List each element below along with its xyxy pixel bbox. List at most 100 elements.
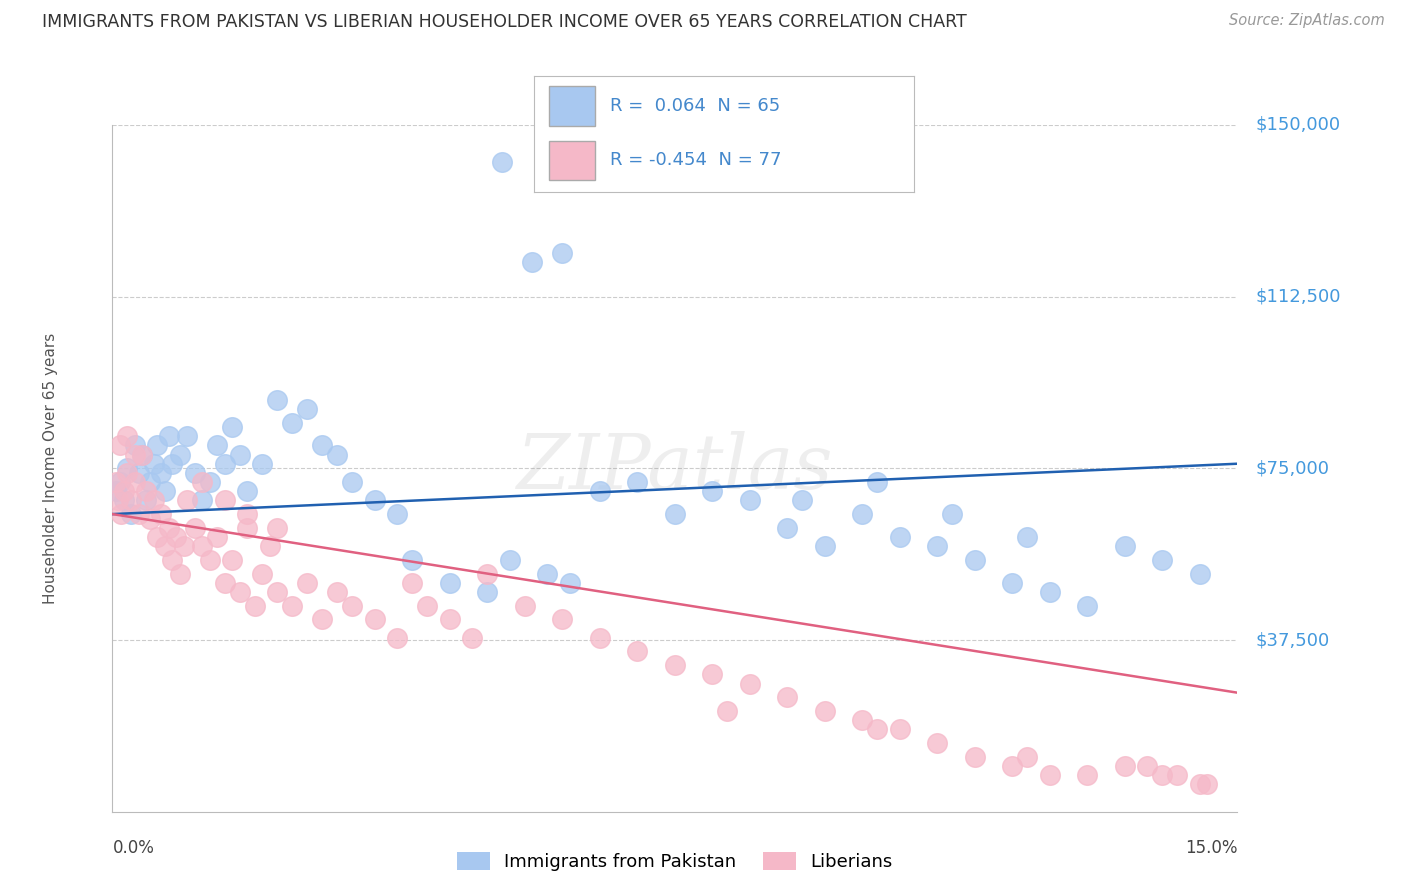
Point: [117, 429, 139, 443]
Point: [120, 507, 142, 521]
Point: [439, 575, 461, 590]
Point: [124, 448, 146, 462]
Point: [626, 644, 648, 658]
Point: [153, 484, 176, 499]
Point: [477, 566, 499, 581]
Point: [401, 553, 423, 567]
Point: [1188, 566, 1211, 581]
Point: [176, 429, 198, 443]
Point: [117, 461, 139, 475]
Point: [124, 438, 146, 452]
Point: [589, 631, 612, 645]
Point: [851, 507, 873, 521]
Point: [107, 493, 129, 508]
Point: [927, 539, 949, 553]
Point: [558, 575, 581, 590]
Point: [176, 493, 198, 508]
Text: $75,000: $75,000: [1256, 459, 1330, 477]
Point: [491, 154, 513, 169]
Point: [124, 475, 146, 489]
Point: [165, 530, 187, 544]
Point: [110, 507, 132, 521]
Point: [536, 566, 558, 581]
Point: [814, 539, 837, 553]
Point: [108, 438, 131, 452]
Point: [229, 585, 252, 599]
Point: [157, 429, 180, 443]
Point: [281, 599, 304, 613]
Point: [738, 493, 761, 508]
Point: [551, 612, 574, 626]
Point: [416, 599, 439, 613]
Point: [184, 466, 207, 480]
Point: [221, 420, 243, 434]
Point: [342, 599, 364, 613]
Point: [889, 723, 911, 737]
Point: [401, 575, 423, 590]
Point: [1197, 777, 1219, 791]
Point: [1039, 585, 1062, 599]
Point: [1076, 768, 1098, 782]
Point: [221, 553, 243, 567]
Point: [851, 713, 873, 727]
Point: [214, 457, 236, 471]
Point: [364, 612, 387, 626]
Point: [461, 631, 484, 645]
Point: [326, 585, 349, 599]
Point: [941, 507, 963, 521]
Point: [184, 521, 207, 535]
Point: [589, 484, 612, 499]
Point: [551, 246, 574, 260]
Point: [198, 553, 221, 567]
Point: [128, 507, 150, 521]
Point: [1076, 599, 1098, 613]
Point: [738, 676, 761, 690]
Point: [146, 438, 169, 452]
Point: [229, 448, 252, 462]
Point: [1114, 539, 1136, 553]
Point: [513, 599, 536, 613]
Point: [1188, 777, 1211, 791]
Point: [191, 539, 214, 553]
Point: [1039, 768, 1062, 782]
Text: $112,500: $112,500: [1256, 287, 1341, 306]
Point: [120, 493, 142, 508]
Point: [191, 475, 214, 489]
Text: $37,500: $37,500: [1256, 631, 1330, 649]
Point: [150, 466, 173, 480]
Point: [281, 416, 304, 430]
Point: [387, 631, 409, 645]
Point: [266, 521, 288, 535]
Point: [131, 448, 153, 462]
Point: [169, 566, 191, 581]
Point: [135, 484, 157, 499]
Text: 0.0%: 0.0%: [112, 839, 155, 857]
Point: [963, 749, 986, 764]
Point: [866, 723, 889, 737]
Point: [1152, 553, 1174, 567]
Point: [1001, 575, 1024, 590]
Point: [716, 704, 738, 718]
Point: [1001, 759, 1024, 773]
Point: [207, 438, 229, 452]
Point: [236, 507, 259, 521]
Point: [162, 457, 184, 471]
Point: [626, 475, 648, 489]
Point: [169, 448, 191, 462]
Point: [311, 612, 333, 626]
Point: [139, 511, 162, 525]
Point: [477, 585, 499, 599]
Point: [214, 493, 236, 508]
Point: [364, 493, 387, 508]
Point: [153, 539, 176, 553]
Point: [162, 553, 184, 567]
Point: [191, 493, 214, 508]
Legend: Immigrants from Pakistan, Liberians: Immigrants from Pakistan, Liberians: [450, 845, 900, 879]
Point: [792, 493, 814, 508]
Point: [1017, 749, 1039, 764]
Point: [243, 599, 266, 613]
Text: Householder Income Over 65 years: Householder Income Over 65 years: [44, 333, 58, 604]
Point: [252, 566, 274, 581]
Point: [214, 575, 236, 590]
Point: [499, 553, 522, 567]
